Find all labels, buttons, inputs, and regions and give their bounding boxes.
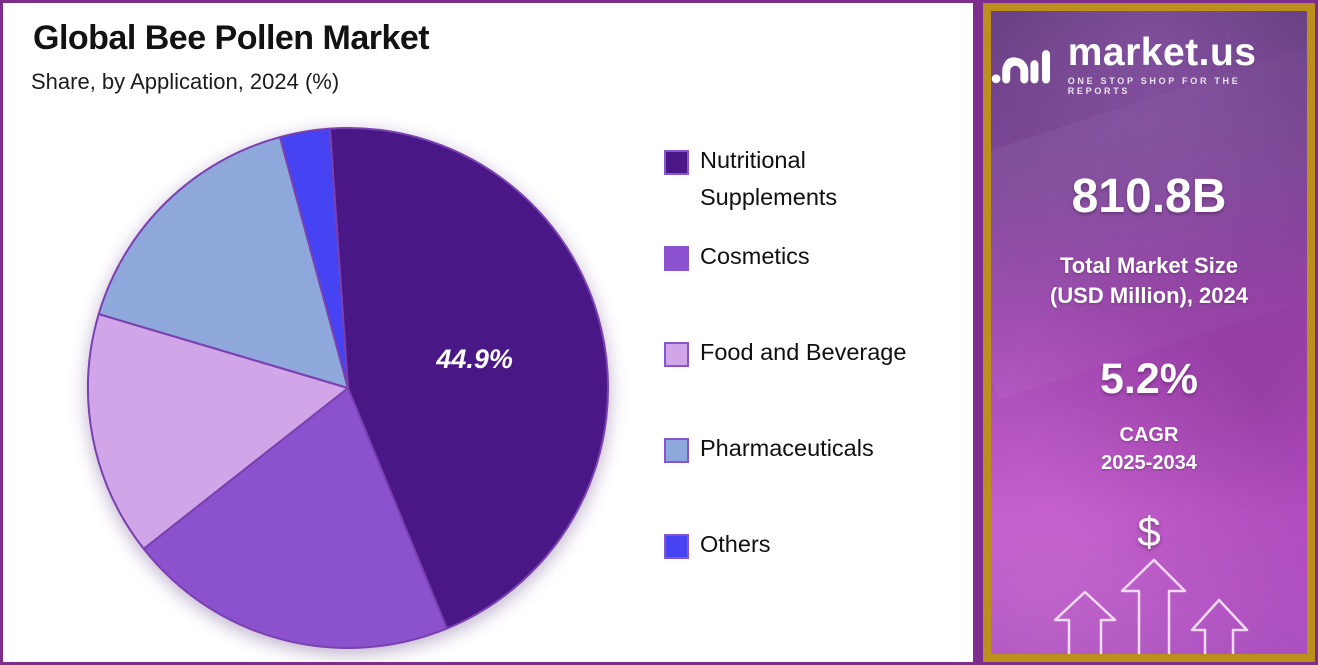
total-market-size-value: 810.8B (1071, 170, 1227, 223)
total-market-size-label-line1: Total Market Size (1059, 253, 1239, 278)
legend-item-cosmetics: Cosmetics (664, 238, 974, 334)
brand-block: market.us ONE STOP SHOP FOR THE REPORTS (991, 33, 1307, 96)
growth-arrows-icon (1053, 558, 1249, 654)
pie-slice-nutritional-supplements (328, 127, 610, 630)
sidebar-purple-strip: market.us ONE STOP SHOP FOR THE REPORTS … (973, 3, 1315, 662)
legend-item-others: Others (664, 526, 974, 622)
growth-arrow-middle-icon (1120, 558, 1187, 654)
brand-name: market.us (1067, 31, 1257, 74)
page-subtitle: Share, by Application, 2024 (%) (31, 69, 340, 94)
legend-label: Pharmaceuticals (700, 435, 874, 461)
pie-slice-label: 44.9% (435, 344, 513, 374)
growth-arrow-left-icon (1053, 590, 1117, 654)
brand-tagline: ONE STOP SHOP FOR THE REPORTS (1067, 76, 1241, 96)
pie-slice-food-and-beverage (87, 313, 349, 550)
legend-swatch-icon (664, 150, 689, 175)
pie-slice-cosmetics (142, 387, 448, 649)
pie-chart: 44.9% (87, 127, 610, 649)
pie-slice-others (279, 127, 349, 389)
growth-arrow-right-icon (1190, 598, 1249, 654)
cagr-label: CAGR 2025-2034 (991, 421, 1307, 477)
legend-swatch-icon (664, 534, 689, 559)
chart-legend: Nutritional Supplements Cosmetics Food and… (664, 142, 974, 622)
legend-label: Food and Beverage (700, 339, 907, 365)
cagr-label-line1: CAGR (1119, 424, 1179, 446)
legend-swatch-icon (664, 342, 689, 367)
pie-slice-pharmaceuticals (97, 136, 349, 389)
dollar-icon: $ (1137, 508, 1161, 555)
legend-label: Others (700, 531, 771, 557)
brand-sidebar: market.us ONE STOP SHOP FOR THE REPORTS … (983, 3, 1315, 662)
page-title: Global Bee Pollen Market (33, 19, 430, 57)
legend-label: Cosmetics (700, 243, 810, 269)
legend-item-food-and-beverage: Food and Beverage (664, 334, 974, 430)
cagr-value: 5.2% (1099, 355, 1198, 403)
legend-item-nutritional-supplements: Nutritional Supplements (664, 142, 974, 238)
legend-label: Nutritional Supplements (700, 147, 838, 210)
market-us-logo-icon (991, 49, 1051, 83)
total-market-size-label-line2: (USD Million), 2024 (1049, 283, 1249, 308)
legend-swatch-icon (664, 246, 689, 271)
total-market-size-label: Total Market Size (USD Million), 2024 (991, 251, 1307, 311)
legend-item-pharmaceuticals: Pharmaceuticals (664, 430, 974, 526)
cagr-label-line2: 2025-2034 (1101, 452, 1197, 474)
legend-swatch-icon (664, 438, 689, 463)
